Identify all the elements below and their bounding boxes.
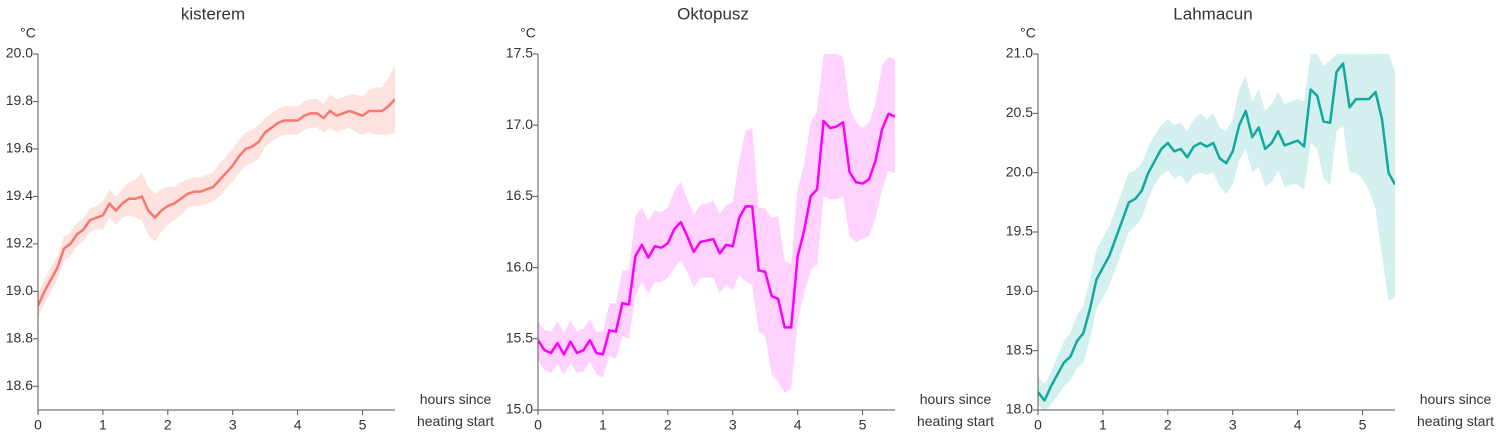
- x-tick-label: 4: [294, 417, 302, 433]
- y-axis-label: °C: [1020, 25, 1036, 41]
- x-tick-label: 2: [1164, 417, 1172, 433]
- x-tick-label: 1: [99, 417, 107, 433]
- x-tick-label: 5: [859, 417, 867, 433]
- x-tick-label: 5: [1359, 417, 1367, 433]
- x-tick-label: 0: [34, 417, 42, 433]
- x-tick-label: 3: [1229, 417, 1237, 433]
- y-tick-label: 16.0: [506, 258, 533, 274]
- y-tick-label: 19.0: [1006, 282, 1033, 298]
- x-tick-label: 1: [599, 417, 607, 433]
- x-axis-label-text: hours since heating start: [416, 391, 495, 429]
- y-tick-label: 19.4: [6, 187, 33, 203]
- y-tick-label: 17.5: [506, 45, 533, 61]
- x-tick-label: 2: [164, 417, 172, 433]
- y-tick-label: 16.5: [506, 187, 533, 203]
- x-axis-label-text: hours since heating start: [1416, 391, 1495, 429]
- x-tick-label: 0: [1034, 417, 1042, 433]
- y-tick-label: 19.0: [6, 282, 33, 298]
- x-axis-label: hours since heating start: [416, 391, 495, 429]
- confidence-band: [38, 65, 395, 318]
- y-tick-label: 21.0: [1006, 45, 1033, 61]
- y-tick-label: 18.5: [1006, 341, 1033, 357]
- y-axis-label: °C: [520, 25, 536, 41]
- x-tick-label: 4: [1294, 417, 1302, 433]
- x-axis-label-text: hours since heating start: [916, 391, 995, 429]
- line: [538, 112, 895, 356]
- x-tick-label: 0: [534, 417, 542, 433]
- x-tick-label: 1: [1099, 417, 1107, 433]
- chart-title: kisterem: [181, 4, 245, 23]
- x-tick-label: 2: [664, 417, 672, 433]
- x-tick-label: 5: [359, 417, 367, 433]
- x-axis-label: hours since heating start: [916, 391, 995, 429]
- x-tick-label: 4: [794, 417, 802, 433]
- line: [1038, 62, 1395, 402]
- y-tick-label: 18.6: [6, 377, 33, 393]
- y-tick-label: 17.0: [506, 116, 533, 132]
- x-tick-label: 3: [729, 417, 737, 433]
- y-tick-label: 20.0: [1006, 163, 1033, 179]
- y-tick-label: 19.5: [1006, 223, 1033, 239]
- y-tick-label: 20.5: [1006, 104, 1033, 120]
- chart-title: Lahmacun: [1173, 4, 1252, 23]
- line: [38, 98, 395, 307]
- y-tick-label: 19.2: [6, 235, 33, 251]
- y-axis-label: °C: [20, 25, 36, 41]
- y-tick-label: 18.8: [6, 330, 33, 346]
- confidence-band: [1038, 54, 1395, 410]
- y-tick-label: 19.8: [6, 92, 33, 108]
- y-tick-label: 15.5: [506, 330, 533, 346]
- y-tick-label: 18.0: [1006, 401, 1033, 417]
- y-tick-label: 20.0: [6, 45, 33, 61]
- confidence-band: [538, 54, 895, 393]
- chart-title: Oktopusz: [677, 4, 749, 23]
- x-tick-label: 3: [229, 417, 237, 433]
- y-tick-label: 15.0: [506, 401, 533, 417]
- x-axis-label: hours since heating start: [1416, 391, 1495, 429]
- y-tick-label: 19.6: [6, 140, 33, 156]
